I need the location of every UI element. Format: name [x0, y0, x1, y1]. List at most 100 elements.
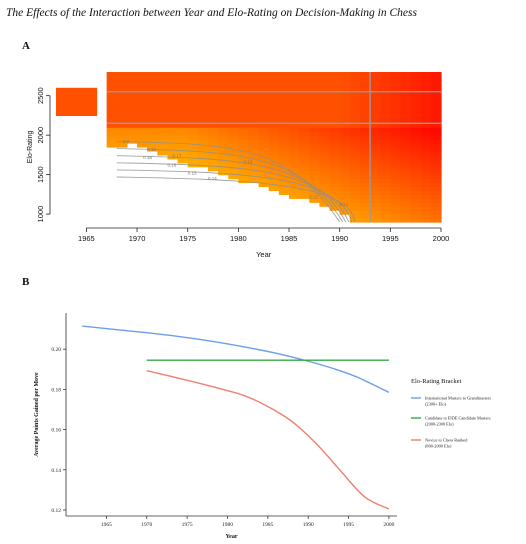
legend-label: Candidate to FIDE Candidate Masters	[425, 416, 491, 421]
legend-label: Novice to Chess Ranked	[425, 438, 468, 443]
heatmap-cell	[370, 210, 381, 215]
heatmap-cell	[349, 170, 361, 176]
heatmap-cell	[258, 119, 270, 124]
heatmap-cell	[116, 111, 128, 117]
heatmap-cell	[400, 119, 412, 124]
heatmap-cell	[309, 123, 321, 128]
heatmap-cell	[400, 131, 412, 136]
contour-label: 0.19	[147, 147, 156, 152]
heatmap-cell	[329, 143, 341, 148]
heatmap-cell	[218, 103, 229, 109]
heatmap-cell	[167, 111, 179, 117]
heatmap-cell	[299, 166, 310, 172]
heatmap-cell	[309, 75, 321, 81]
heatmap-cell	[126, 87, 138, 93]
heatmap-cell	[157, 99, 169, 105]
heatmap-cell	[177, 119, 189, 124]
heatmap-cell	[400, 206, 412, 211]
heatmap-cell	[359, 178, 371, 184]
heatmap-cell	[248, 107, 260, 113]
heatmap-cell	[289, 107, 300, 113]
heatmap-cell	[319, 135, 331, 140]
heatmap-cell	[116, 91, 128, 97]
heatmap-cell	[430, 194, 442, 199]
heatmap-cell	[76, 87, 87, 93]
heatmap-cell	[207, 99, 219, 105]
heatmap-cell	[339, 170, 351, 176]
heatmap-cell	[238, 115, 250, 120]
heatmap-cell	[370, 127, 381, 132]
heatmap-cell	[218, 111, 229, 117]
heatmap-cell	[106, 79, 118, 85]
heatmap-cell	[289, 75, 300, 81]
heatmap-cell	[430, 218, 442, 223]
heatmap-cell	[177, 131, 189, 136]
x-tick-label: 2000	[433, 234, 450, 243]
heatmap-cell	[420, 95, 432, 101]
heatmap-cell	[309, 135, 321, 140]
heatmap-cell	[289, 79, 300, 85]
heatmap-cell	[238, 127, 250, 132]
x-tick-label: 1970	[129, 234, 146, 243]
heatmap-cell	[380, 182, 391, 188]
heatmap-cell	[299, 91, 310, 97]
heatmap-cell	[370, 214, 381, 219]
heatmap-cell	[430, 139, 442, 144]
heatmap-cell	[349, 107, 361, 113]
heatmap-cell	[76, 95, 87, 101]
heatmap-cell	[278, 150, 290, 156]
heatmap-cell	[370, 190, 381, 195]
heatmap-cell	[238, 75, 250, 81]
heatmap-cell	[319, 166, 331, 172]
heatmap-cell	[258, 182, 270, 188]
heatmap-cell	[319, 178, 331, 184]
heatmap-cell	[126, 95, 138, 101]
heatmap-cell	[207, 131, 219, 136]
heatmap-cell	[248, 115, 260, 120]
heatmap-cell	[187, 127, 199, 132]
heatmap-cell	[390, 147, 402, 152]
x-tick-label: 1990	[331, 234, 348, 243]
heatmap-cell	[218, 162, 229, 168]
heatmap-cell	[400, 107, 412, 113]
heatmap-cell	[197, 154, 209, 160]
heatmap-cell	[400, 150, 412, 156]
heatmap-cell	[370, 111, 381, 117]
heatmap-cell	[339, 111, 351, 117]
heatmap-cell	[349, 131, 361, 136]
heatmap-cell	[380, 154, 391, 160]
heatmap-cell	[390, 99, 402, 105]
heatmap-cell	[238, 162, 250, 168]
heatmap-cell	[370, 103, 381, 109]
heatmap-cell	[207, 87, 219, 93]
heatmap-cell	[268, 147, 280, 152]
heatmap-cell	[410, 190, 422, 195]
heatmap-cell	[430, 178, 442, 184]
heatmap-cell	[268, 139, 280, 144]
heatmap-cell	[86, 99, 98, 105]
heatmap-cell	[410, 135, 422, 140]
heatmap-cell	[238, 178, 250, 184]
figure-title: The Effects of the Interaction between Y…	[6, 7, 417, 19]
heatmap-cell	[380, 95, 391, 101]
heatmap-cell	[430, 150, 442, 156]
heatmap-cell	[420, 186, 432, 192]
heatmap-cell	[197, 103, 209, 109]
heatmap-cell	[289, 111, 300, 117]
heatmap-cell	[268, 186, 280, 192]
heatmap-cell	[380, 162, 391, 168]
heatmap-cell	[278, 99, 290, 105]
heatmap-cell	[218, 143, 229, 148]
heatmap-cell	[258, 150, 270, 156]
heatmap-cell	[228, 131, 239, 136]
heatmap-cell	[329, 166, 341, 172]
heatmap-cell	[380, 178, 391, 184]
heatmap-cell	[380, 111, 391, 117]
heatmap-cell	[197, 115, 209, 120]
heatmap-cell	[319, 194, 331, 199]
heatmap-cell	[390, 95, 402, 101]
heatmap-cell	[218, 170, 229, 176]
x-tick-label: 1970	[141, 522, 152, 528]
heatmap-cell	[400, 135, 412, 140]
heatmap-cell	[410, 107, 422, 113]
